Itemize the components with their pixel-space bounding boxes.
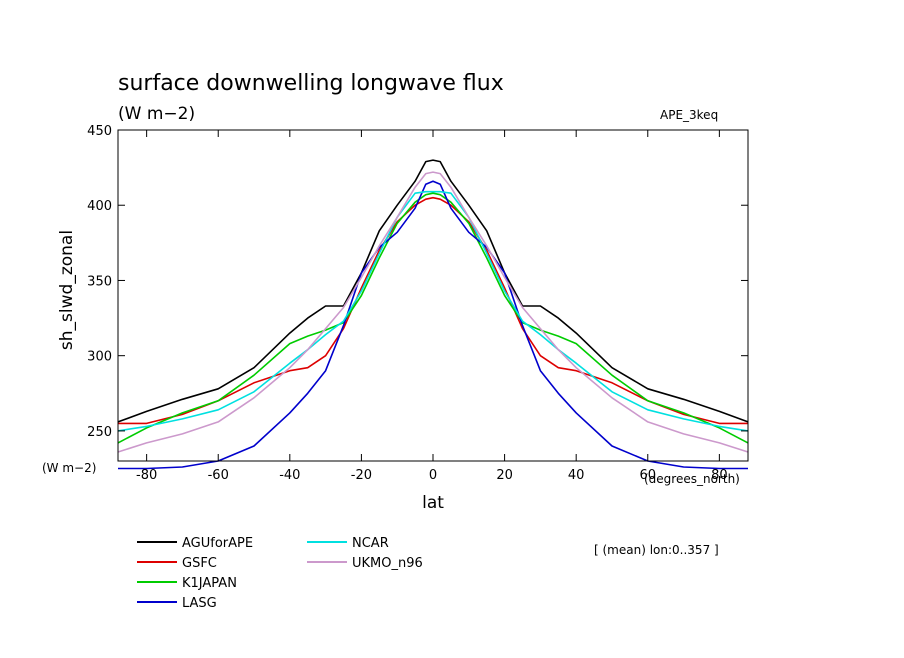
x-tick-label: 80: [711, 468, 728, 483]
x-tick-label: 0: [429, 468, 437, 483]
series-line-gsfc: [118, 196, 748, 425]
x-tick-label: -60: [208, 468, 229, 483]
legend-label-k1japan: K1JAPAN: [182, 576, 237, 591]
x-tick-label: -40: [279, 468, 300, 483]
x-tick-label: 20: [496, 468, 513, 483]
legend-label-aguforape: AGUforAPE: [182, 536, 253, 551]
experiment-label: APE_3keq: [660, 108, 718, 122]
legend-label-ukmo_n96: UKMO_n96: [352, 556, 423, 571]
x-tick-label: -20: [351, 468, 372, 483]
y-tick-label: 350: [87, 274, 112, 289]
chart-subtitle: (W m−2): [118, 104, 195, 124]
series-line-ukmo_n96: [117, 171, 749, 453]
legend-label-lasg: LASG: [182, 596, 217, 611]
chart-title: surface downwelling longwave flux: [118, 71, 504, 96]
y-unit-label: (W m−2): [42, 461, 96, 475]
x-axis-label: lat: [422, 493, 444, 513]
y-tick-label: 450: [87, 124, 112, 139]
x-tick-label: 60: [639, 468, 656, 483]
y-tick-label: 250: [87, 425, 112, 440]
plot-area: [117, 159, 749, 470]
mean-annotation: [ (mean) lon:0..357 ]: [594, 543, 719, 557]
x-tick-label: -80: [136, 468, 157, 483]
series-line-aguforape: [117, 159, 749, 423]
legend: AGUforAPE GSFC K1JAPAN LASG NCAR UKMO_n96: [137, 536, 423, 611]
series-line-lasg: [118, 180, 748, 470]
series-line-k1japan: [117, 192, 749, 444]
series-line-ncar: [117, 190, 749, 432]
y-tick-label: 400: [87, 199, 112, 214]
legend-label-ncar: NCAR: [352, 536, 389, 551]
y-tick-label: 300: [87, 350, 112, 365]
y-ticks: 250 300 350 400 450: [87, 124, 748, 440]
x-ticks: -80 -60 -40 -20 0 20 40 60 80: [136, 130, 728, 483]
y-axis-label: sh_slwd_zonal: [57, 230, 77, 350]
x-tick-label: 40: [568, 468, 585, 483]
x-unit-label: (degrees_north): [644, 472, 740, 486]
legend-label-gsfc: GSFC: [182, 556, 217, 571]
